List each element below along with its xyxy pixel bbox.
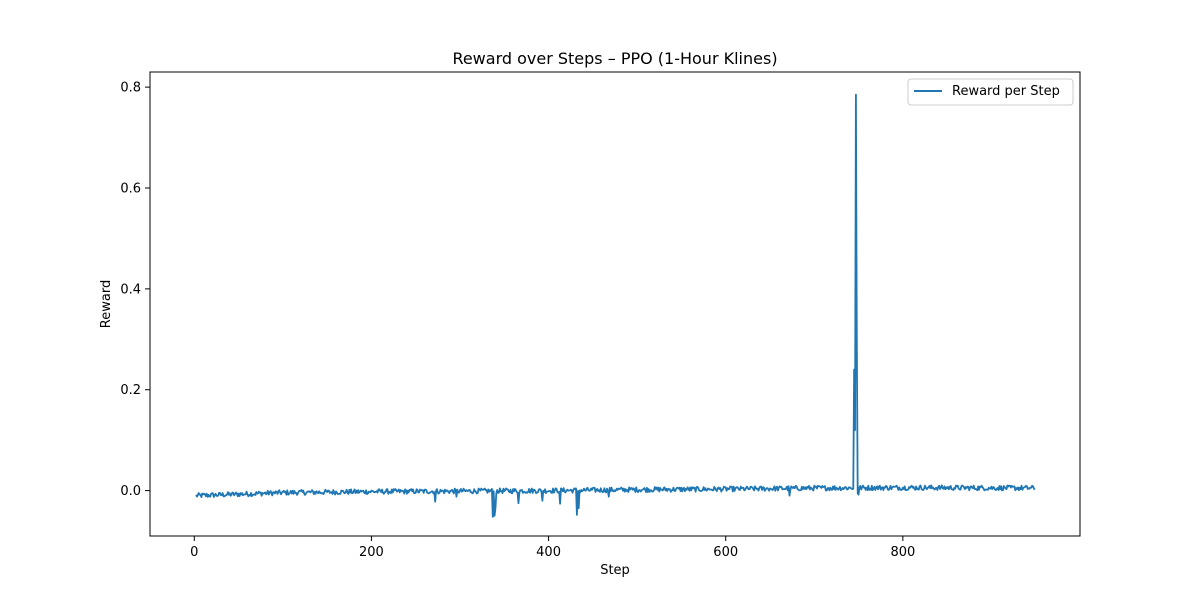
axes-frame [149,71,1081,537]
y-tick-label: 0.0 [120,484,141,499]
chart-title: Reward over Steps – PPO (1-Hour Klines) [452,49,777,68]
y-tick-label: 0.4 [120,282,141,297]
legend: Reward per Step [907,78,1074,106]
y-tick-label: 0.8 [120,81,141,96]
y-tick-label: 0.6 [120,182,141,197]
x-axis-label: Step [600,563,630,578]
y-tick-label: 0.2 [120,383,141,398]
legend-box [907,78,1074,106]
plot-area [195,93,1036,518]
x-tick-label: 800 [890,545,915,560]
x-axis: 0 200 400 600 800 [190,536,915,560]
y-axis: 0.0 0.2 0.4 0.6 0.8 [120,81,150,499]
legend-label-reward-per-step: Reward per Step [952,84,1060,99]
y-axis-label: Reward [99,280,114,328]
x-tick-label: 0 [190,545,198,560]
x-tick-label: 400 [536,545,561,560]
x-tick-label: 200 [359,545,384,560]
series-line-reward-per-step [195,93,1036,518]
x-tick-label: 600 [713,545,738,560]
